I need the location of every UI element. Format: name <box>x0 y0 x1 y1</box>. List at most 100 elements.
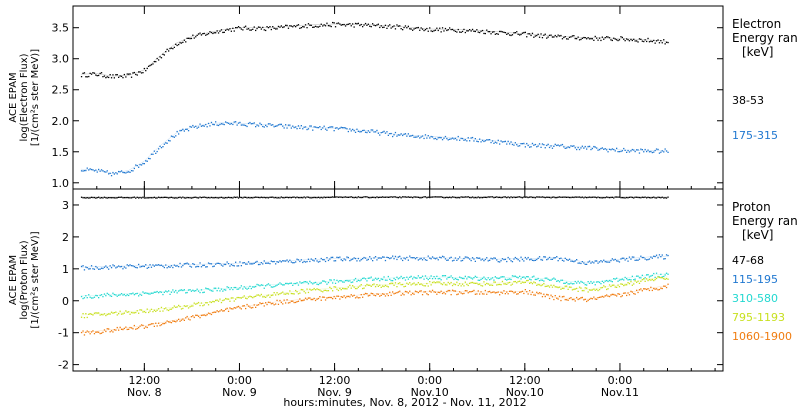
proton-data-point <box>223 299 225 301</box>
proton-data-point <box>490 196 492 198</box>
electron-data-point <box>129 171 131 173</box>
proton-data-point <box>120 328 123 330</box>
proton-data-point <box>349 284 351 286</box>
proton-data-point <box>507 256 509 259</box>
proton-data-point <box>252 297 254 299</box>
proton-data-point <box>102 331 104 333</box>
electron-data-point <box>444 135 447 138</box>
proton-data-point <box>576 259 578 261</box>
proton-data-point <box>490 257 492 259</box>
proton-data-point <box>126 196 128 199</box>
proton-data-point <box>209 313 211 315</box>
electron-data-point <box>510 141 512 143</box>
proton-data-point <box>233 286 235 289</box>
proton-data-point <box>617 260 619 262</box>
proton-data-point <box>215 299 217 301</box>
electron-data-point <box>380 25 382 27</box>
proton-data-point <box>362 277 364 280</box>
proton-data-point <box>90 297 93 299</box>
proton-data-point <box>578 282 581 284</box>
proton-data-point <box>416 277 418 279</box>
electron-data-point <box>556 36 558 38</box>
electron-data-point <box>300 125 302 127</box>
proton-data-point <box>404 196 407 198</box>
electron-data-point <box>190 126 193 128</box>
proton-data-point <box>149 264 151 266</box>
proton-data-point <box>322 296 324 298</box>
electron-data-point <box>297 24 300 26</box>
proton-data-point <box>568 283 571 285</box>
proton-data-point <box>336 295 338 297</box>
proton-data-point <box>444 275 447 277</box>
proton-data-point <box>507 278 509 280</box>
proton-data-point <box>618 286 621 288</box>
proton-data-point <box>189 306 191 308</box>
proton-data-point <box>383 285 385 288</box>
proton-data-point <box>175 306 177 308</box>
electron-data-point <box>299 27 301 29</box>
proton-data-point <box>339 298 341 300</box>
proton-data-point <box>259 263 261 266</box>
electron-data-point <box>196 34 198 36</box>
electron-data-point <box>342 127 344 129</box>
proton-data-point <box>387 196 389 198</box>
proton-data-point <box>581 196 583 198</box>
electron-data-point <box>334 26 337 28</box>
proton-data-point <box>162 196 164 199</box>
proton-data-point <box>239 307 241 309</box>
proton-data-point <box>286 259 288 261</box>
proton-data-point <box>243 286 245 288</box>
proton-data-point <box>627 197 629 199</box>
proton-data-point <box>654 278 656 281</box>
electron-data-point <box>158 59 160 61</box>
electron-data-point <box>471 136 474 139</box>
proton-data-point <box>489 279 491 281</box>
electron-data-point <box>407 133 409 135</box>
electron-data-point <box>540 146 542 148</box>
electron-data-point <box>434 29 437 31</box>
proton-data-point <box>400 275 402 278</box>
proton-data-point <box>267 197 270 199</box>
proton-data-point <box>374 295 377 297</box>
electron-data-point <box>621 150 623 152</box>
proton-data-point <box>306 260 308 263</box>
electron-data-point <box>86 76 88 78</box>
electron-data-point <box>205 123 207 126</box>
proton-data-point <box>650 275 652 277</box>
proton-data-point <box>333 286 335 288</box>
proton-data-point <box>594 284 596 286</box>
proton-data-point <box>383 293 385 295</box>
proton-data-point <box>493 281 495 283</box>
electron-data-point <box>393 134 395 136</box>
proton-data-point <box>196 197 198 199</box>
electron-data-point <box>623 38 625 40</box>
electron-data-point <box>362 26 364 28</box>
proton-data-point <box>347 196 349 198</box>
proton-data-point <box>324 281 327 283</box>
electron-data-point <box>292 125 294 127</box>
proton-data-point <box>190 290 193 292</box>
proton-data-point <box>586 287 588 289</box>
proton-data-point <box>265 197 267 199</box>
electron-data-point <box>664 148 666 150</box>
proton-data-point <box>152 197 154 199</box>
proton-data-point <box>403 277 405 279</box>
electron-data-point <box>446 137 448 140</box>
proton-data-point <box>533 196 535 199</box>
proton-data-point <box>295 197 297 199</box>
proton-data-point <box>303 299 305 301</box>
proton-data-point <box>543 196 545 198</box>
electron-data-point <box>390 132 392 135</box>
proton-data-point <box>215 196 217 199</box>
proton-data-point <box>392 280 394 282</box>
proton-data-point <box>444 258 447 260</box>
proton-data-point <box>593 288 595 290</box>
electron-data-point <box>644 39 646 41</box>
proton-data-point <box>664 278 666 280</box>
proton-data-point <box>103 293 106 295</box>
electron-data-point <box>460 137 462 140</box>
proton-data-point <box>581 290 583 292</box>
x-tick-label-time: 0:00 <box>227 374 252 387</box>
proton-data-point <box>504 278 506 280</box>
proton-data-point <box>168 197 170 199</box>
